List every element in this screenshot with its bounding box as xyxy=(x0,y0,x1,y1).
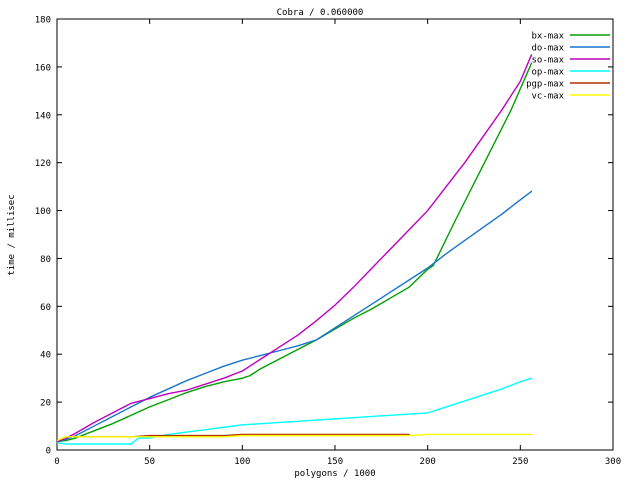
y-tick-label: 120 xyxy=(35,159,51,169)
legend-label-bx-max: bx-max xyxy=(531,32,564,42)
x-tick-label: 300 xyxy=(605,457,621,467)
legend-label-vc-max: vc-max xyxy=(531,92,564,102)
x-tick-label: 150 xyxy=(327,457,343,467)
chart-legend: bx-max do-max so-max op-max pgp-max vc-max xyxy=(526,32,610,102)
legend-label-so-max: so-max xyxy=(531,56,564,66)
axis-ticks xyxy=(56,18,614,451)
x-tick-label: 0 xyxy=(54,457,59,467)
y-tick-label: 140 xyxy=(35,111,51,121)
y-tick-label: 60 xyxy=(40,303,51,313)
y-tick-label: 100 xyxy=(35,207,51,217)
legend-label-pgp-max: pgp-max xyxy=(526,80,565,90)
y-axis-label: time / millisec xyxy=(7,194,17,275)
series-line-bx-max xyxy=(57,62,533,443)
x-tick-label: 250 xyxy=(512,457,528,467)
y-tick-label: 180 xyxy=(35,16,51,26)
y-tick-label: 20 xyxy=(40,399,51,409)
series-line-vc-max xyxy=(57,433,533,442)
x-tick-label: 100 xyxy=(234,457,250,467)
y-tick-label: 40 xyxy=(40,351,51,361)
y-tick-label: 80 xyxy=(40,255,51,265)
x-tick-label: 200 xyxy=(420,457,436,467)
series-line-op-max xyxy=(57,377,533,445)
series-line-so-max xyxy=(57,54,533,443)
y-tick-labels: 0 20 40 60 80 100 120 140 160 180 xyxy=(35,16,51,457)
y-tick-label: 0 xyxy=(46,447,51,457)
x-tick-label: 50 xyxy=(144,457,155,467)
legend-label-op-max: op-max xyxy=(531,68,564,78)
x-axis-label: polygons / 1000 xyxy=(294,469,375,479)
y-tick-label: 160 xyxy=(35,63,51,73)
data-series xyxy=(57,54,533,445)
series-line-do-max xyxy=(57,190,533,443)
x-tick-labels: 0 50 100 150 200 250 300 xyxy=(54,457,621,467)
legend-label-do-max: do-max xyxy=(531,44,564,54)
chart-title: Cobra / 0.060000 xyxy=(277,8,364,18)
